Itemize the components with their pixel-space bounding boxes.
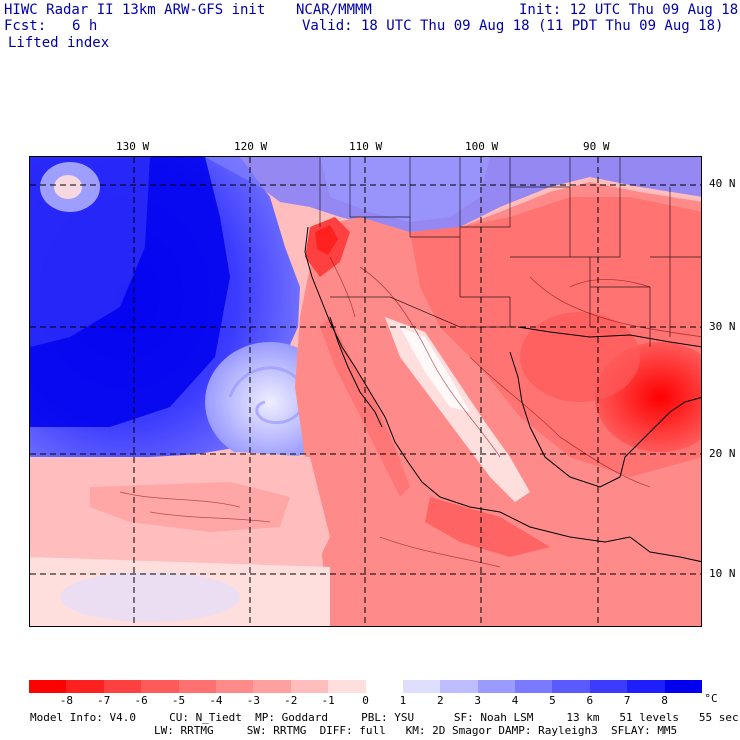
field-name: Lifted index bbox=[8, 35, 110, 51]
colorbar-tick-label: 7 bbox=[623, 694, 631, 707]
colorbar-tick-label: -5 bbox=[171, 694, 186, 707]
colorbar-tick-label: 3 bbox=[474, 694, 481, 707]
lon-label-110w: 110 W bbox=[349, 140, 383, 153]
colorbar-swatch bbox=[141, 680, 180, 693]
colorbar-swatch bbox=[402, 680, 441, 693]
colorbar-tick-label: 4 bbox=[511, 694, 519, 707]
colorbar-swatch bbox=[365, 680, 404, 693]
lon-label-100w: 100 W bbox=[465, 140, 499, 153]
lat-label-20n: 20 N bbox=[709, 447, 736, 460]
colorbar bbox=[29, 680, 703, 693]
colorbar-swatch bbox=[627, 680, 666, 693]
colorbar-tick-label: 1 bbox=[399, 694, 407, 707]
colorbar-swatch bbox=[589, 680, 628, 693]
lifted-index-map bbox=[29, 156, 702, 627]
colorbar-tick-label: -8 bbox=[59, 694, 73, 707]
colorbar-swatch bbox=[328, 680, 366, 693]
init-time: Init: 12 UTC Thu 09 Aug 18 bbox=[519, 2, 739, 18]
colorbar-tick-label: 6 bbox=[586, 694, 594, 707]
forecast-label: Fcst: bbox=[4, 18, 47, 34]
colorbar-swatch bbox=[664, 680, 703, 693]
colorbar-swatch bbox=[29, 680, 67, 693]
colorbar-unit: °C bbox=[704, 692, 718, 705]
colorbar-swatch bbox=[66, 680, 105, 693]
lon-label-120w: 120 W bbox=[234, 140, 268, 153]
colorbar-swatch bbox=[290, 680, 329, 693]
colorbar-tick-label: -4 bbox=[209, 694, 223, 707]
colorbar-swatch bbox=[253, 680, 292, 693]
model-title: HIWC Radar II 13km ARW-GFS init bbox=[4, 2, 266, 18]
colorbar-tick-label: -3 bbox=[246, 694, 260, 707]
colorbar-swatch bbox=[552, 680, 591, 693]
colorbar-swatch bbox=[440, 680, 479, 693]
colorbar-tick-label: -1 bbox=[321, 694, 335, 707]
colorbar-swatch bbox=[515, 680, 553, 693]
colorbar-tick-label: 5 bbox=[549, 694, 556, 707]
colorbar-tick-label: -6 bbox=[134, 694, 148, 707]
colorbar-tick-label: 8 bbox=[661, 694, 668, 707]
colorbar-tick-label: -2 bbox=[284, 694, 298, 707]
lon-label-90w: 90 W bbox=[583, 140, 610, 153]
lat-label-10n: 10 N bbox=[709, 567, 736, 580]
model-info-line2: LW: RRTMG SW: RRTMG DIFF: full KM: 2D Sm… bbox=[154, 724, 678, 737]
lat-label-30n: 30 N bbox=[709, 320, 736, 333]
colorbar-swatch bbox=[215, 680, 254, 693]
colorbar-tick-label: -7 bbox=[97, 694, 111, 707]
colorbar-tick-label: 0 bbox=[362, 694, 369, 707]
lat-label-40n: 40 N bbox=[709, 177, 736, 190]
colorbar-swatch bbox=[477, 680, 516, 693]
valid-time: Valid: 18 UTC Thu 09 Aug 18 (11 PDT Thu … bbox=[302, 18, 724, 34]
forecast-hour: 6 h bbox=[72, 18, 98, 34]
agency-label: NCAR/MMMM bbox=[296, 2, 372, 18]
pacific-coastline bbox=[304, 226, 501, 513]
map-canvas bbox=[30, 157, 701, 626]
model-info-line1: Model Info: V4.0 CU: N_Tiedt MP: Goddard… bbox=[30, 711, 739, 724]
colorbar-tick-label: 2 bbox=[436, 694, 444, 707]
lon-label-130w: 130 W bbox=[116, 140, 150, 153]
colorbar-swatch bbox=[178, 680, 217, 693]
colorbar-swatch bbox=[103, 680, 142, 693]
